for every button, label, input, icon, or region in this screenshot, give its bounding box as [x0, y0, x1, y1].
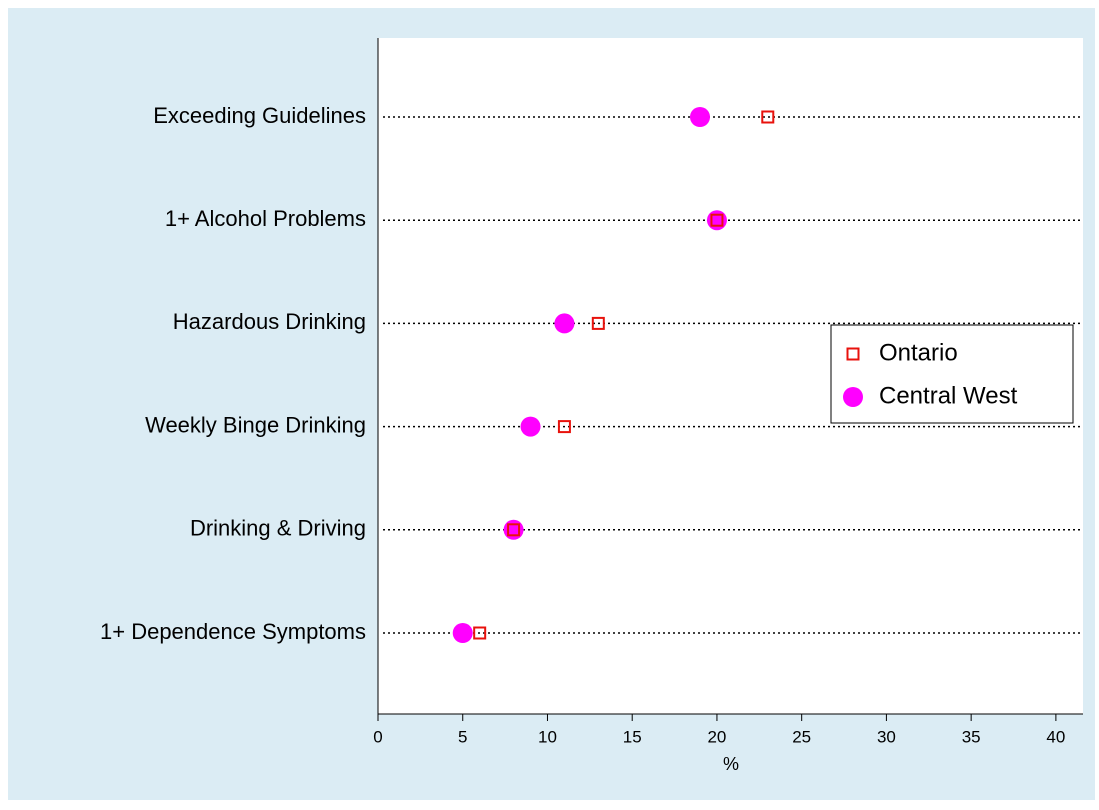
data-point [507, 523, 521, 537]
x-tick-label: 25 [792, 727, 811, 746]
x-tick-label: 0 [373, 727, 382, 746]
y-tick-label: Hazardous Drinking [173, 309, 366, 334]
data-point [520, 416, 541, 437]
data-point [473, 626, 487, 640]
data-point [706, 210, 727, 231]
legend-label: Central West [879, 382, 1018, 409]
x-tick-label: 5 [458, 727, 467, 746]
x-tick-label: 10 [538, 727, 557, 746]
data-point [452, 623, 473, 643]
legend [830, 324, 1074, 424]
x-axis-label: % [723, 754, 739, 774]
y-tick-label: Exceeding Guidelines [153, 103, 366, 128]
x-tick-label: 35 [962, 727, 981, 746]
data-point [554, 313, 575, 334]
legend-marker [846, 347, 860, 361]
x-tick-label: 40 [1046, 727, 1065, 746]
data-point [710, 213, 724, 227]
data-point [689, 107, 710, 127]
x-tick-label: 30 [877, 727, 896, 746]
x-tick-label: 15 [623, 727, 642, 746]
y-tick-label: Weekly Binge Drinking [145, 412, 366, 437]
data-point [557, 420, 571, 434]
y-tick-label: 1+ Alcohol Problems [165, 206, 366, 231]
y-tick-label: Drinking & Driving [190, 516, 366, 541]
data-point [503, 519, 524, 540]
y-tick-label: 1+ Dependence Symptoms [100, 619, 366, 644]
x-tick-label: 20 [707, 727, 726, 746]
legend-marker [843, 387, 863, 407]
data-point [761, 110, 775, 124]
data-point [591, 316, 605, 330]
legend-label: Ontario [879, 339, 958, 366]
